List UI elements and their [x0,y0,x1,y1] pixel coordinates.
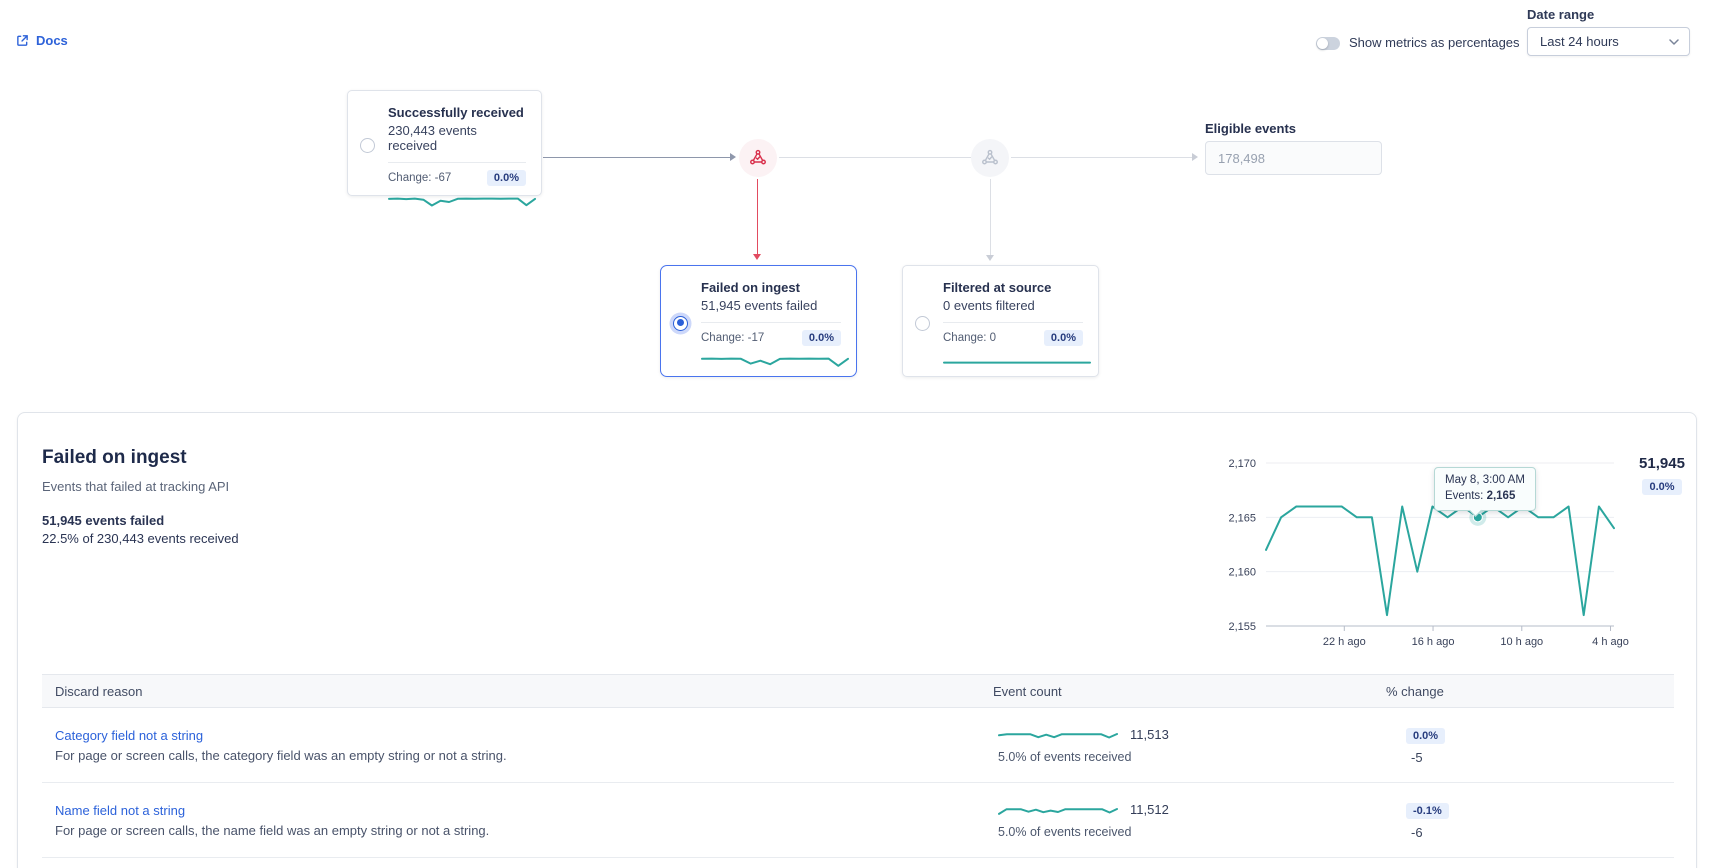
external-link-icon [16,34,29,47]
discard-reason-table: Discard reason Event count % change Cate… [42,674,1674,858]
eligible-events-input[interactable]: 178,498 [1205,141,1382,175]
event-count-value: 11,512 [1130,802,1169,817]
arrowhead-right-icon [730,153,736,161]
card-change: Change: -17 [701,332,765,344]
svg-text:4 h ago: 4 h ago [1592,636,1629,648]
table-row: Name field not a string For page or scre… [42,783,1674,858]
connector-source-to-eligible [1011,157,1193,158]
connections-icon [980,148,1000,168]
toggle-knob [1317,38,1328,49]
column-header-event-count: Event count [993,683,1062,699]
svg-text:10 h ago: 10 h ago [1500,636,1543,648]
svg-text:2,155: 2,155 [1228,621,1256,633]
table-row: Category field not a string For page or … [42,708,1674,783]
card-change-badge: 0.0% [1043,330,1083,346]
failed-count-stat: 51,945 events failed [42,513,165,528]
change-absolute: -5 [1411,749,1423,765]
filtered-radio[interactable] [915,315,930,331]
row-sparkline [998,807,1118,815]
column-header-percent-change: % change [1386,683,1444,699]
panel-title: Failed on ingest [42,447,187,468]
discard-reason-link[interactable]: Category field not a string [55,728,204,743]
table-header-row: Discard reason Event count % change [42,674,1674,708]
card-subtitle: 230,443 events received [388,123,477,153]
card-subtitle: 51,945 events failed [701,298,818,313]
change-badge: -0.1% [1406,802,1449,819]
arrowhead-down-icon [753,254,761,260]
connector-ingest-to-source [779,157,971,158]
connector-source-to-filtered [990,179,991,255]
svg-text:2,170: 2,170 [1228,458,1256,470]
tooltip-date: May 8, 3:00 AM [1445,474,1525,486]
show-metrics-toggle-label: Show metrics as percentages [1349,35,1520,50]
connector-received-to-ingest [543,157,731,158]
failed-share-stat: 22.5% of 230,443 events received [42,531,239,546]
eligible-events-label: Eligible events [1205,121,1297,136]
discard-reason-description: For page or screen calls, the name field… [55,823,490,838]
show-metrics-toggle[interactable] [1316,37,1340,50]
svg-text:16 h ago: 16 h ago [1412,636,1455,648]
arrowhead-right-icon [1192,153,1198,161]
failed-sparkline [701,357,849,367]
change-absolute: -6 [1411,824,1423,840]
card-subtitle: 0 events filtered [943,298,1035,313]
failed-on-ingest-card[interactable]: Failed on ingest 51,945 events failed Ch… [660,265,857,377]
row-sparkline [998,732,1118,738]
filtered-at-source-card[interactable]: Filtered at source 0 events filtered Cha… [902,265,1099,377]
card-change-badge: 0.0% [486,170,526,186]
eligible-events-value: 178,498 [1218,150,1265,166]
discard-reason-link[interactable]: Name field not a string [55,803,186,818]
event-share-text: 5.0% of events received [998,749,1132,764]
failed-events-chart: 2,155 2,160 2,165 2,170 22 h ago 16 h ago 10 h… [1228,458,1629,648]
event-count-value: 11,513 [1130,727,1169,742]
arrowhead-down-icon [986,255,994,261]
source-filter-node [971,139,1009,177]
card-title: Failed on ingest [701,280,800,295]
successfully-received-card[interactable]: Successfully received 230,443 events rec… [347,90,542,207]
card-change: Change: 0 [943,332,997,344]
docs-link-label: Docs [36,33,68,48]
date-range-value: Last 24 hours [1540,34,1619,49]
chart-tooltip: May 8, 3:00 AM Events: 2,165 [1434,467,1536,512]
received-sparkline [388,197,536,207]
failed-on-ingest-panel: Failed on ingest Events that failed at t… [17,412,1697,868]
failed-events-chart-area: 2,155 2,160 2,165 2,170 22 h ago 16 h ago 10 h… [1181,448,1651,673]
docs-link[interactable]: Docs [16,33,68,48]
tooltip-events: Events: 2,165 [1445,489,1516,502]
chart-total-block: 51,945 0.0% [1620,455,1704,495]
column-header-discard-reason: Discard reason [55,683,143,699]
event-share-text: 5.0% of events received [998,824,1132,839]
ingest-node [739,139,777,177]
date-range-select[interactable]: Last 24 hours [1527,27,1690,56]
total-events-value: 51,945 [1639,455,1685,472]
card-title: Successfully received [388,105,524,120]
date-range-label: Date range [1527,7,1595,22]
filtered-sparkline [943,361,1091,364]
received-radio[interactable] [360,137,375,153]
card-change: Change: -67 [388,172,452,184]
svg-text:2,165: 2,165 [1228,512,1256,524]
connector-ingest-to-failed [757,179,758,254]
svg-text:2,160: 2,160 [1228,567,1256,579]
chevron-down-icon [1669,38,1679,45]
discard-reason-description: For page or screen calls, the category f… [55,748,507,763]
svg-text:22 h ago: 22 h ago [1323,636,1366,648]
change-badge: 0.0% [1406,727,1446,744]
connections-icon [748,148,768,168]
total-change-badge: 0.0% [1642,479,1682,495]
card-change-badge: 0.0% [801,330,841,346]
card-title: Filtered at source [943,280,1052,295]
panel-subtitle: Events that failed at tracking API [42,479,230,494]
failed-radio[interactable] [673,315,688,331]
